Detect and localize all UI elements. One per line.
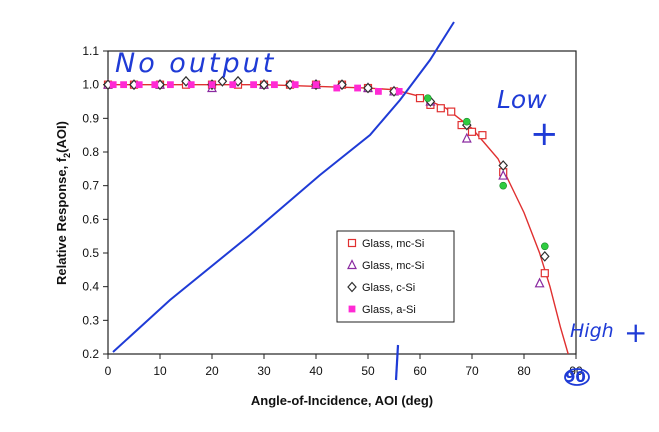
x-tick-label: 60 [413, 364, 427, 378]
data-point-series-0 [447, 107, 456, 116]
axis-ticks: 0 10 20 30 40 50 60 70 80 90 0.2 0.3 0.4 0.5 0.6 0.7 0.8… [82, 44, 583, 378]
legend-marker [348, 305, 356, 313]
y-tick-label: 0.4 [82, 280, 99, 294]
data-point-series-4 [540, 242, 549, 251]
data-marks [103, 75, 550, 288]
data-point-series-0 [467, 127, 477, 136]
y-tick-label: 1.0 [82, 78, 99, 92]
handwritten-annotations: No output Low + High + 90 [112, 21, 647, 386]
x-axis-label: Angle-of-Incidence, AOI (deg) [251, 393, 433, 408]
data-point-series-3 [270, 81, 278, 89]
legend-marker [347, 238, 357, 248]
legend-label: Glass, mc-Si [362, 238, 424, 250]
data-point-series-3 [166, 81, 174, 89]
data-point-series-2 [498, 160, 509, 171]
legend: Glass, mc-Si Glass, mc-Si Glass, c-Si Glass… [336, 230, 455, 323]
data-point-series-3 [312, 81, 320, 89]
y-axis-label: Relative Response, f2(AOI) [54, 121, 72, 285]
data-point-series-2 [217, 75, 228, 87]
data-point-series-2 [259, 79, 269, 91]
y-tick-label: 0.7 [82, 179, 99, 193]
x-tick-label: 50 [361, 364, 375, 378]
annotation-high-mark: + [624, 316, 647, 349]
data-point-series-3 [291, 81, 299, 89]
data-point-series-0 [478, 131, 487, 140]
annotation-high: High [570, 320, 614, 342]
y-tick-label: 0.3 [82, 313, 99, 327]
data-point-series-3 [374, 88, 382, 95]
y-tick-label: 0.5 [82, 246, 99, 260]
y-tick-label: 0.9 [82, 111, 99, 125]
legend-box [336, 230, 455, 323]
x-tick-label: 80 [517, 364, 531, 378]
data-point-series-3 [229, 81, 237, 89]
data-point-series-3 [151, 81, 159, 89]
data-point-series-2 [539, 250, 550, 262]
data-point-series-3 [135, 81, 143, 89]
annotation-ninety: 90 [565, 368, 586, 386]
x-tick-label: 90 [569, 364, 583, 378]
annotation-low-mark: + [530, 114, 559, 154]
legend-label: Glass, mc-Si [362, 260, 424, 272]
data-point-series-3 [109, 81, 117, 89]
data-point-series-3 [354, 84, 362, 92]
legend-marker [347, 259, 357, 270]
data-point-series-1 [461, 132, 472, 143]
data-point-series-1 [498, 169, 509, 180]
x-tick-label: 0 [105, 364, 112, 378]
x-tick-label: 70 [465, 364, 479, 378]
data-point-series-1 [534, 277, 545, 288]
data-point-series-0 [415, 94, 425, 103]
data-point-series-3 [120, 81, 127, 89]
data-point-series-4 [499, 181, 508, 190]
x-tick-label: 30 [257, 364, 271, 378]
legend-label: Glass, a-Si [362, 304, 416, 316]
annotation-low: Low [497, 85, 547, 114]
data-point-series-3 [250, 81, 258, 89]
hand-drawn-diagonal-line [112, 21, 455, 353]
hand-drawn-circle [564, 368, 590, 386]
data-point-series-3 [187, 81, 195, 89]
data-point-series-2 [363, 82, 373, 94]
data-point-series-4 [423, 94, 432, 102]
legend-label: Glass, c-Si [362, 282, 415, 294]
x-tick-label: 40 [309, 364, 323, 378]
annotation-no-output: No output [115, 48, 276, 79]
data-point-series-3 [333, 84, 341, 92]
data-point-series-0 [436, 104, 445, 113]
y-tick-label: 1.1 [82, 44, 99, 58]
x-tick-label: 20 [205, 364, 219, 378]
data-point-series-3 [208, 81, 216, 89]
data-point-series-4 [462, 117, 471, 126]
y-tick-label: 0.6 [82, 212, 99, 226]
y-tick-label: 0.2 [82, 347, 99, 361]
data-point-series-0 [540, 269, 549, 278]
legend-marker [347, 281, 357, 293]
x-tick-label: 10 [153, 364, 167, 378]
hand-drawn-vertical-tick [394, 344, 400, 381]
y-tick-label: 0.8 [82, 145, 99, 159]
data-point-series-3 [395, 88, 403, 95]
